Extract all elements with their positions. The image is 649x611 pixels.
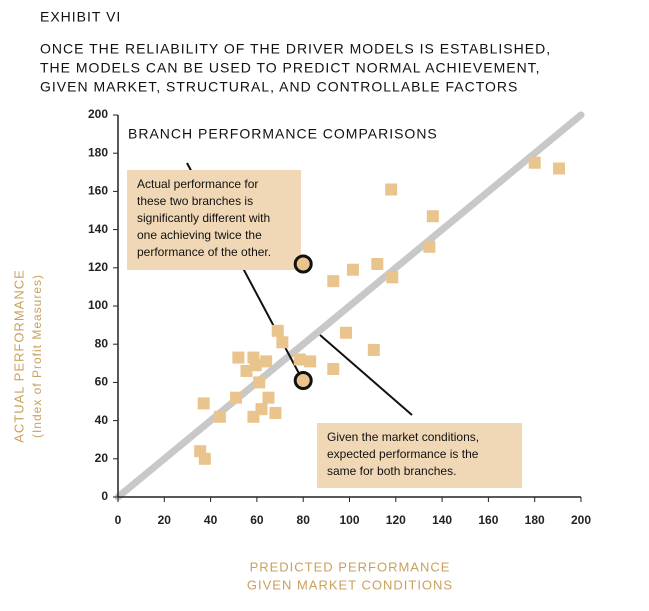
annotation-text: Actual performance for: [137, 177, 258, 191]
point: [240, 364, 253, 377]
y-tick-label: 60: [95, 375, 109, 389]
point: [260, 355, 273, 368]
point: [340, 326, 353, 339]
point: [276, 336, 289, 349]
point: [346, 263, 359, 276]
point: [271, 324, 284, 337]
point: [423, 240, 436, 253]
point: [247, 351, 260, 364]
y-tick-label: 140: [88, 222, 108, 236]
y-tick-label: 120: [88, 260, 108, 274]
annotation-box: [127, 170, 301, 270]
annotation-text: Given the market conditions,: [327, 430, 479, 444]
x-tick-label: 80: [297, 513, 311, 527]
point: [249, 359, 262, 372]
x-tick-label: 180: [525, 513, 545, 527]
exhibit: EXHIBIT VI: [40, 9, 121, 25]
point: [367, 343, 380, 356]
point: [293, 353, 306, 366]
point: [385, 183, 398, 196]
annotation-text: one achieving twice the: [137, 228, 262, 242]
chart-title: BRANCH PERFORMANCE COMPARISONS: [128, 126, 438, 142]
annotation-text: these two branches is: [137, 194, 253, 208]
x-tick-label: 140: [432, 513, 452, 527]
point: [247, 410, 260, 423]
highlight-point: [293, 370, 313, 390]
x-tick-label: 60: [250, 513, 264, 527]
point: [197, 397, 210, 410]
point: [553, 162, 566, 175]
reference-line: [114, 111, 585, 501]
point: [230, 391, 243, 404]
point: [327, 363, 340, 376]
y-tick-label: 180: [88, 145, 108, 159]
annotation-box: [317, 423, 522, 488]
point: [386, 271, 399, 284]
headline: ONCE THE RELIABILITY OF THE DRIVER MODEL…: [40, 41, 551, 57]
annotation-text: significantly different with: [137, 211, 270, 225]
y-tick-label: 160: [88, 184, 108, 198]
x-tick-label: 100: [339, 513, 359, 527]
point: [304, 355, 317, 368]
y-axis-title: (Index of Profit Measures): [30, 274, 44, 438]
point: [262, 391, 275, 404]
headline: GIVEN MARKET, STRUCTURAL, AND CONTROLLAB…: [40, 79, 518, 95]
point: [253, 376, 266, 389]
x-tick-label: 20: [158, 513, 172, 527]
leader-line: [319, 334, 413, 416]
y-tick-label: 80: [95, 336, 109, 350]
highlight-point: [293, 254, 313, 274]
y-tick-label: 200: [88, 107, 108, 121]
x-tick-label: 0: [115, 513, 122, 527]
point: [371, 257, 384, 270]
x-axis-title: GIVEN MARKET CONDITIONS: [247, 577, 453, 592]
y-tick-label: 40: [95, 413, 109, 427]
y-tick-label: 0: [101, 489, 108, 503]
x-tick-label: 120: [386, 513, 406, 527]
point: [213, 410, 226, 423]
headline: THE MODELS CAN BE USED TO PREDICT NORMAL…: [40, 60, 541, 76]
point: [528, 156, 541, 169]
y-tick-label: 100: [88, 298, 108, 312]
point: [327, 275, 340, 288]
annotation-text: performance of the other.: [137, 245, 271, 259]
x-tick-label: 40: [204, 513, 218, 527]
point: [232, 351, 245, 364]
x-axis-title: PREDICTED PERFORMANCE: [250, 559, 451, 574]
x-tick-label: 160: [478, 513, 498, 527]
y-axis-title: ACTUAL PERFORMANCE: [11, 269, 26, 443]
y-tick-label: 20: [95, 451, 109, 465]
x-tick-label: 200: [571, 513, 591, 527]
point: [426, 210, 439, 223]
annotation-text: same for both branches.: [327, 464, 456, 478]
point: [198, 452, 211, 465]
point: [269, 406, 282, 419]
annotation-text: expected performance is the: [327, 447, 479, 461]
